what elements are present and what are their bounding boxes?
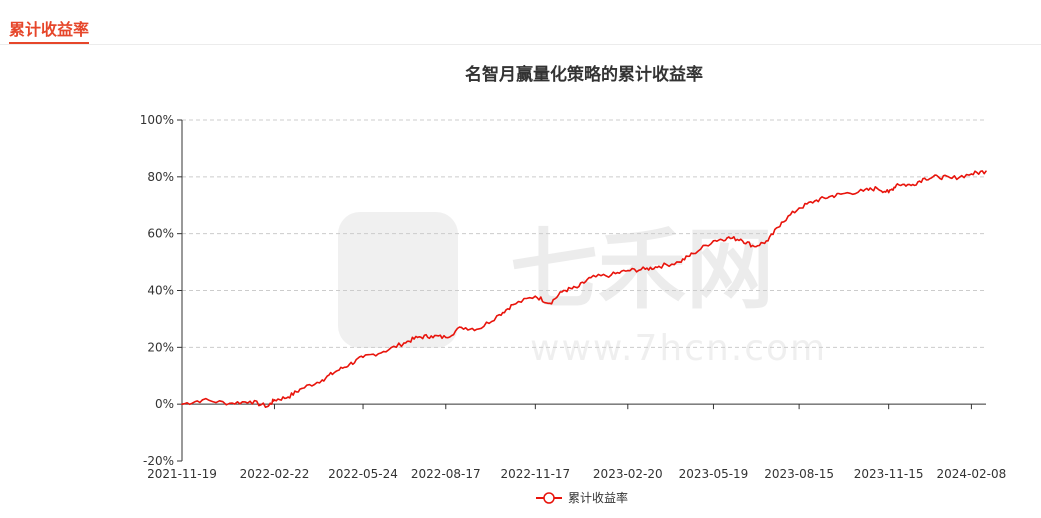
x-tick-label: 2022-11-17 xyxy=(500,467,570,481)
data-point[interactable] xyxy=(798,207,800,209)
x-tick-label: 2023-05-19 xyxy=(679,467,749,481)
data-point[interactable] xyxy=(266,405,269,408)
data-point[interactable] xyxy=(321,379,324,381)
data-point[interactable] xyxy=(228,402,231,405)
data-point[interactable] xyxy=(780,221,783,224)
data-point[interactable] xyxy=(287,396,289,398)
data-point[interactable] xyxy=(887,191,890,194)
data-point[interactable] xyxy=(841,193,843,195)
data-point[interactable] xyxy=(201,399,204,401)
data-point[interactable] xyxy=(692,252,694,255)
data-point[interactable] xyxy=(445,336,447,339)
x-tick-label: 2022-05-24 xyxy=(328,467,398,481)
x-tick-label: 2023-02-20 xyxy=(593,467,663,481)
section-title-tab[interactable]: 累计收益率 xyxy=(9,20,90,44)
data-point[interactable] xyxy=(923,177,926,180)
data-point[interactable] xyxy=(658,265,660,268)
data-point[interactable] xyxy=(348,363,351,366)
chart-title: 名智月赢量化策略的累计收益率 xyxy=(465,64,703,85)
axes: -20% 0% 20% 40% 60% 80% 100% 2021-11-19 2022-02-… xyxy=(140,113,1007,481)
watermark-logo-icon xyxy=(338,212,458,348)
y-tick-label: 80% xyxy=(147,170,174,184)
data-point[interactable] xyxy=(937,176,940,178)
data-point[interactable] xyxy=(910,184,912,187)
data-point[interactable] xyxy=(335,370,337,373)
data-point[interactable] xyxy=(498,313,501,316)
data-point[interactable] xyxy=(739,238,742,241)
data-point[interactable] xyxy=(512,303,514,306)
data-point[interactable] xyxy=(576,286,578,289)
y-tick-label: 40% xyxy=(147,284,174,298)
x-tick-label: 2023-11-15 xyxy=(854,467,924,481)
data-point[interactable] xyxy=(726,237,728,239)
x-tick-label: 2024-02-08 xyxy=(937,467,1007,481)
data-point[interactable] xyxy=(249,400,251,403)
data-point[interactable] xyxy=(627,269,629,272)
y-tick-label: 20% xyxy=(147,340,174,354)
x-tick-label: 2021-11-19 xyxy=(147,467,217,481)
data-point[interactable] xyxy=(896,183,899,185)
data-point[interactable] xyxy=(970,173,973,175)
data-point[interactable] xyxy=(767,240,769,242)
data-point[interactable] xyxy=(478,328,480,330)
section-header: 累计收益率 xyxy=(0,0,1041,45)
legend[interactable]: 累计收益率 xyxy=(536,490,628,505)
legend-marker-icon xyxy=(543,492,555,504)
data-point[interactable] xyxy=(828,195,831,198)
data-point[interactable] xyxy=(460,326,463,329)
x-tick-label: 2022-02-22 xyxy=(240,467,310,481)
data-point[interactable] xyxy=(862,190,865,192)
data-point[interactable] xyxy=(644,268,647,271)
x-tick-label: 2023-08-15 xyxy=(764,467,834,481)
data-point[interactable] xyxy=(876,187,878,189)
data-point[interactable] xyxy=(181,403,183,406)
data-point[interactable] xyxy=(712,240,715,242)
data-point[interactable] xyxy=(534,295,537,298)
y-tick-label: 0% xyxy=(155,397,174,411)
series-layer xyxy=(181,170,987,408)
grid-lines xyxy=(182,119,986,348)
data-point[interactable] xyxy=(813,200,816,202)
series-line xyxy=(181,170,987,408)
data-point[interactable] xyxy=(590,276,592,279)
legend-series-label: 累计收益率 xyxy=(568,490,628,505)
y-tick-label: -20% xyxy=(143,454,174,468)
data-point[interactable] xyxy=(416,336,419,339)
data-point[interactable] xyxy=(610,274,613,276)
data-point[interactable] xyxy=(273,399,276,401)
data-point[interactable] xyxy=(562,289,565,292)
y-tick-label: 100% xyxy=(140,113,174,127)
data-point[interactable] xyxy=(678,261,681,263)
data-point[interactable] xyxy=(300,387,303,390)
data-point[interactable] xyxy=(403,342,405,344)
data-point[interactable] xyxy=(951,177,953,180)
y-tick-label: 60% xyxy=(147,227,174,241)
watermark-url: www.7hcn.com xyxy=(530,328,827,369)
data-point[interactable] xyxy=(549,302,551,305)
x-tick-label: 2022-08-17 xyxy=(411,467,481,481)
data-point[interactable] xyxy=(382,350,385,353)
data-point[interactable] xyxy=(985,170,987,172)
data-point[interactable] xyxy=(430,335,433,337)
data-point[interactable] xyxy=(753,245,756,248)
data-point[interactable] xyxy=(362,356,364,359)
